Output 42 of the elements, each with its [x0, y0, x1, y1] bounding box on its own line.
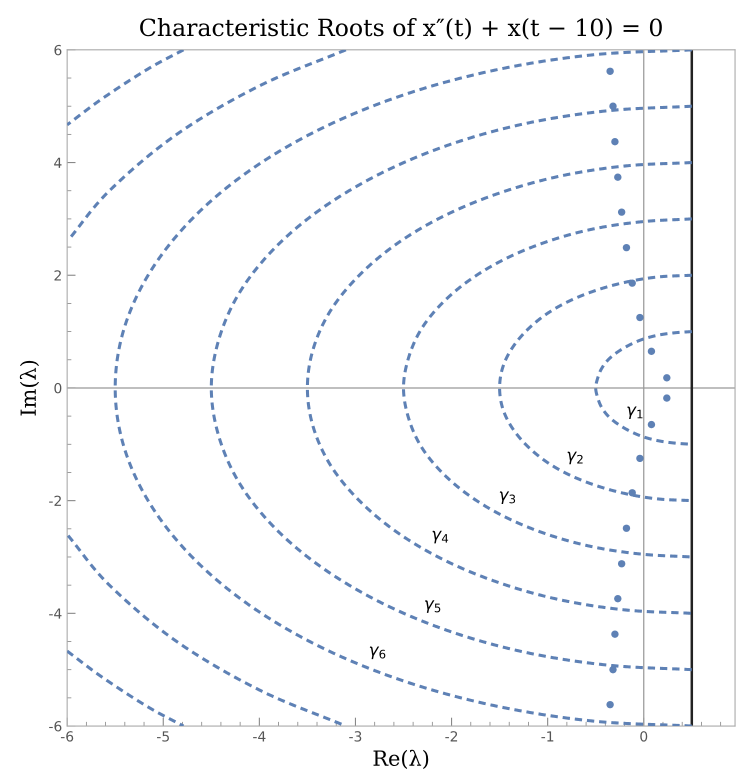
series-label: γ$_{3}$ [500, 491, 516, 504]
point [648, 420, 656, 428]
series-label: γ$_{1}$ [627, 406, 642, 420]
x-tick-label: -2 [445, 731, 458, 742]
point [622, 524, 630, 532]
point [606, 700, 614, 708]
point [614, 595, 622, 602]
series-label: γ$_{2}$ [568, 452, 583, 464]
point [648, 348, 656, 355]
point [636, 314, 644, 322]
y-tick-label: 0 [54, 382, 62, 394]
point [628, 489, 636, 496]
point [618, 560, 626, 568]
y-tick-label: -6 [49, 720, 62, 732]
point [609, 666, 617, 674]
x-tick-label: -3 [349, 731, 362, 742]
point [611, 138, 619, 146]
y-tick-label: 6 [54, 44, 62, 56]
x-tick-label: 0 [640, 731, 648, 742]
y-tick-label: 2 [54, 270, 61, 281]
x-tick-label: -4 [253, 731, 266, 742]
series-label: γ$_{6}$ [370, 646, 386, 660]
point [611, 630, 619, 638]
point [614, 174, 622, 181]
y-axis-title: Im(λ) [20, 360, 40, 416]
y-tick-label: -2 [49, 496, 61, 506]
series-label: γ$_{5}$ [425, 600, 440, 613]
series-label: γ$_{4}$ [432, 530, 448, 544]
point [663, 394, 670, 402]
x-axis-title: Re(λ) [374, 750, 428, 769]
point [618, 208, 626, 216]
chart-title: Characteristic Roots of x″(t) + x(t − 10) = 0 [140, 18, 662, 40]
point [622, 244, 630, 252]
point [636, 454, 644, 462]
point [663, 374, 670, 382]
y-tick-label: 4 [54, 158, 62, 168]
point [609, 102, 617, 110]
point [606, 68, 614, 75]
y-tick-label: -4 [49, 608, 62, 619]
point [628, 279, 636, 287]
x-tick-label: -5 [157, 731, 169, 742]
x-tick-label: -1 [541, 731, 554, 742]
